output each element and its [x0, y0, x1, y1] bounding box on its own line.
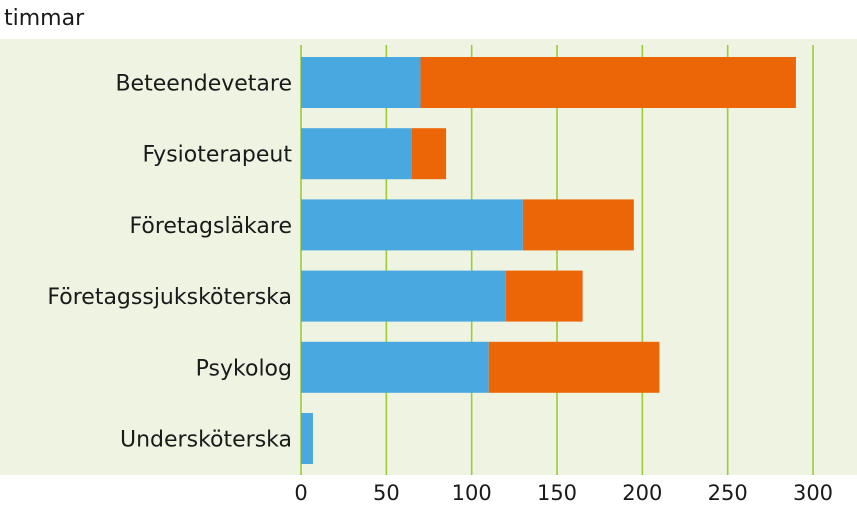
category-label-2: Företagsläkare — [130, 214, 293, 239]
category-label-3: Företagssjuksköterska — [47, 285, 292, 310]
category-label-5: Undersköterska — [120, 428, 292, 453]
bar-5-series-0 — [301, 413, 313, 464]
bar-4-series-1 — [488, 341, 660, 393]
bar-3-series-0 — [301, 270, 506, 322]
category-label-4: Psykolog — [196, 356, 292, 381]
category-label-0: Beteendevetare — [115, 72, 292, 97]
bar-0-series-0 — [301, 57, 421, 108]
bars — [301, 57, 796, 464]
bar-3-series-1 — [505, 270, 583, 322]
bar-4-series-0 — [301, 341, 489, 393]
x-tick-label-250: 250 — [708, 481, 748, 505]
bar-1-series-1 — [411, 128, 447, 180]
category-label-1: Fysioterapeut — [143, 143, 293, 168]
x-axis-ticks: 0 50 100 150 200 250 300 — [294, 481, 833, 505]
bar-0-series-1 — [420, 57, 796, 108]
x-tick-label-150: 150 — [537, 481, 577, 505]
plot-background — [0, 39, 857, 475]
x-tick-label-50: 50 — [373, 481, 400, 505]
x-tick-label-100: 100 — [452, 481, 492, 505]
bar-2-series-0 — [301, 199, 523, 251]
category-labels: Beteendevetare Fysioterapeut Företagsläkar… — [47, 72, 292, 453]
x-tick-label-0: 0 — [294, 481, 307, 505]
bar-1-series-0 — [301, 128, 412, 180]
unit-label: timmar — [4, 6, 85, 31]
x-tick-label-200: 200 — [622, 481, 662, 505]
bar-2-series-1 — [522, 199, 634, 251]
x-tick-label-300: 300 — [793, 481, 833, 505]
grid — [300, 45, 814, 475]
